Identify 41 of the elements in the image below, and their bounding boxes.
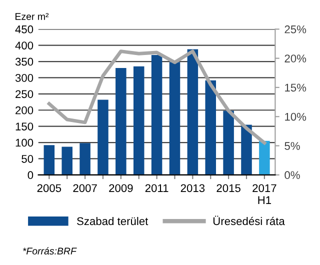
x-tick-label: 2007 <box>73 184 97 192</box>
y-tick-label: 50 <box>22 154 34 163</box>
x-tick-label: 2013 <box>180 184 205 192</box>
bar <box>187 49 198 175</box>
y-tick-label: 350 <box>15 58 34 66</box>
y2-tick-label: 5% <box>284 142 300 150</box>
line-series <box>47 50 266 145</box>
y2-tick-label: 10% <box>285 112 306 121</box>
bar <box>116 68 126 175</box>
y-tick-label: 400 <box>15 42 34 50</box>
y-axis-title: Ezer m² <box>16 13 49 20</box>
text: *Forrás:BRF <box>22 247 77 254</box>
y-tick-label: 0 <box>28 171 34 180</box>
y-tick-label: 300 <box>15 74 34 82</box>
y-tick-label: 200 <box>16 106 34 114</box>
legend-label: Szabad terület <box>77 216 148 226</box>
y2-tick-label: 20% <box>284 54 306 62</box>
bar <box>259 140 270 175</box>
legend-label: Üresedési ráta <box>213 216 285 226</box>
x-tick-label: 2011 <box>145 184 168 192</box>
bar <box>169 62 180 175</box>
y-tick-label: 450 <box>15 25 34 34</box>
bar <box>133 66 144 175</box>
x-tick-label: 2005 <box>37 184 62 192</box>
y-tick-label: 100 <box>16 138 34 147</box>
y2-tick-label: 25% <box>284 25 306 34</box>
x-tick-label: 2009 <box>109 184 133 192</box>
y2-tick-label: 15% <box>285 84 306 92</box>
bar <box>241 124 252 175</box>
y-tick-label: 250 <box>16 90 34 98</box>
bar <box>205 80 216 175</box>
x-tick-label: 2017 H1 <box>252 184 276 204</box>
bar <box>44 145 55 175</box>
bar <box>223 110 234 175</box>
x-tick-label: 2015 <box>216 184 240 192</box>
bar <box>62 146 72 175</box>
y2-tick-label: 0% <box>284 171 300 180</box>
bar <box>80 143 90 175</box>
bar <box>98 100 108 175</box>
bar <box>151 55 162 175</box>
y-tick-label: 150 <box>16 122 34 130</box>
